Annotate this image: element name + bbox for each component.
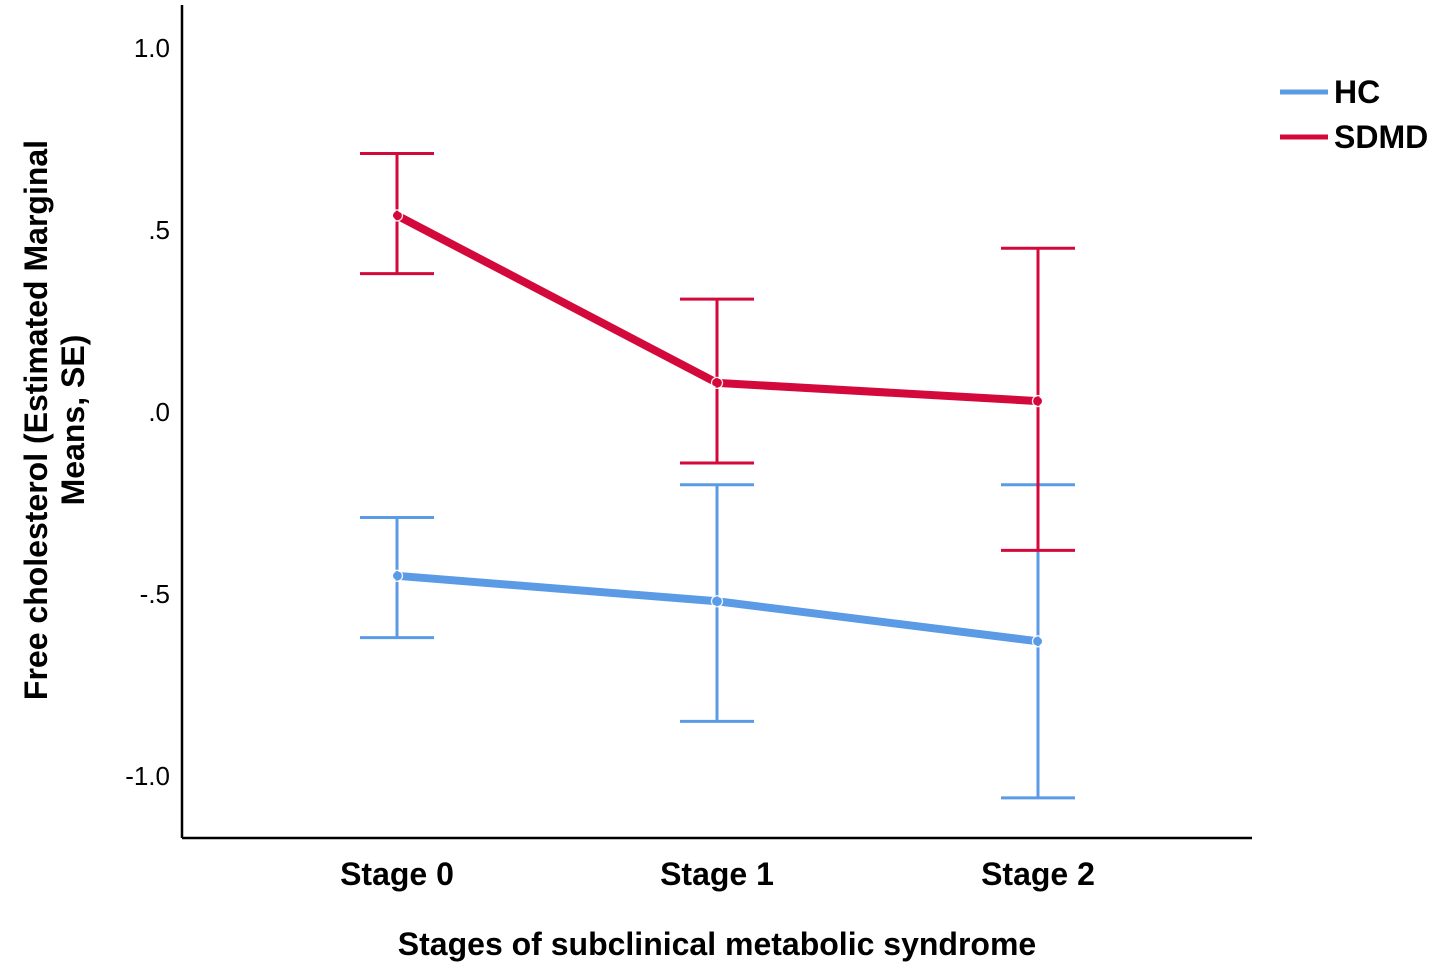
series-line-hc <box>393 571 1042 646</box>
legend: HC SDMD <box>1280 74 1428 155</box>
series-hc <box>360 483 1075 800</box>
y-tick-label: .5 <box>148 215 170 245</box>
series-sdmd <box>360 152 1075 552</box>
data-point-hc <box>1031 635 1045 648</box>
series-line-sdmd <box>393 211 1042 406</box>
x-tick-labels: Stage 0 Stage 1 Stage 2 <box>340 856 1095 892</box>
x-axis-title: Stages of subclinical metabolic syndrome <box>398 926 1036 962</box>
data-point-sdmd <box>390 209 404 222</box>
y-tick-label: .0 <box>148 397 170 427</box>
y-tick-label: 1.0 <box>134 33 170 63</box>
x-tick-label: Stage 2 <box>981 856 1095 892</box>
y-axis-title: Free cholesterol (Estimated Marginal Mea… <box>18 140 91 700</box>
y-tick-labels: 1.0 .5 .0 -.5 -1.0 <box>125 33 170 791</box>
y-tick-label: -.5 <box>140 579 170 609</box>
legend-label-hc: HC <box>1334 74 1380 110</box>
y-axis-title-line-1: Free cholesterol (Estimated Marginal <box>18 140 54 700</box>
data-point-hc <box>710 595 724 608</box>
legend-label-sdmd: SDMD <box>1334 119 1428 155</box>
data-point-sdmd <box>710 376 724 390</box>
x-tick-label: Stage 1 <box>660 856 774 892</box>
plot-area <box>360 152 1075 800</box>
y-tick-label: -1.0 <box>125 761 170 791</box>
data-point-sdmd <box>1031 394 1045 408</box>
data-point-hc <box>390 569 404 582</box>
y-axis-title-line-2: Means, SE) <box>55 335 91 506</box>
x-tick-label: Stage 0 <box>340 856 454 892</box>
